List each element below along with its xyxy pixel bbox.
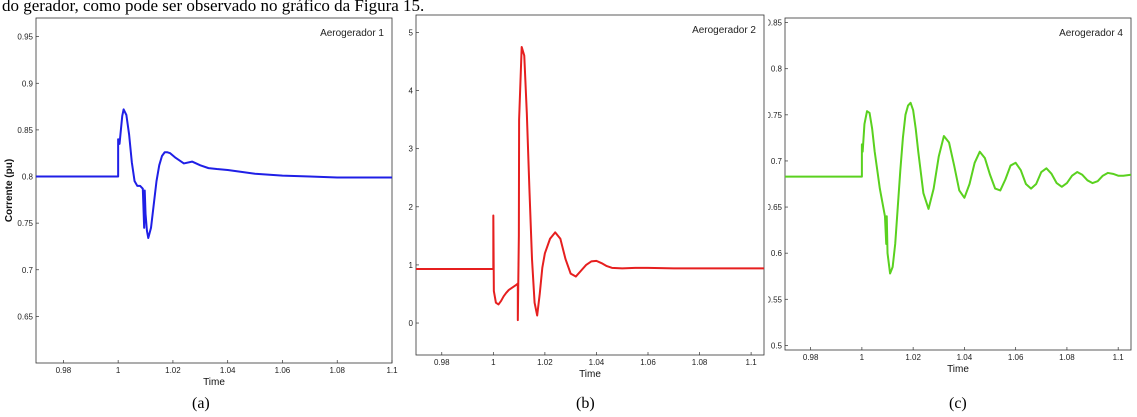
chart-c-svg: 0.98 1 1.02 1.04 1.06 1.08 1.1 0.5 0.55 0.6 0.65 0.… [768, 17, 1132, 375]
x-tick-label: 1.04 [957, 353, 973, 362]
y-tick-label: 0.75 [17, 219, 33, 228]
y-tick-label: 0.5 [771, 341, 783, 350]
caption-b: (b) [576, 395, 595, 412]
plot-frame [415, 14, 765, 356]
y-tick-label: 0.8 [771, 65, 783, 74]
x-tick-label: 1.1 [746, 358, 758, 367]
y-tick-label: 0.8 [22, 173, 34, 182]
x-tick-label: 1.08 [1059, 353, 1075, 362]
chart-a: 0.98 1 1.02 1.04 1.06 1.08 1.1 0.65 0.7 0.75 0.8 0.… [2, 0, 398, 395]
y-tick-label: 0.85 [17, 126, 33, 135]
y-tick-label: 3 [409, 145, 414, 154]
y-tick-label: 0.85 [768, 19, 783, 28]
x-tick-label: 1.06 [640, 358, 656, 367]
caption-c: (c) [949, 395, 967, 412]
y-tick-label: 4 [409, 87, 414, 96]
x-tick-label: 1 [860, 353, 865, 362]
x-tick-label: 0.98 [803, 353, 819, 362]
plot-frame [35, 17, 393, 364]
x-tick-label: 1.08 [329, 366, 345, 375]
series-line [36, 108, 392, 240]
y-tick-label: 0.7 [22, 266, 34, 275]
x-tick-label: 0.98 [434, 358, 450, 367]
x-tick-label: 1.02 [905, 353, 921, 362]
x-tick-label: 1 [116, 366, 121, 375]
y-tick-label: 0.65 [768, 203, 783, 212]
chart-b: 0.9811.021.041.061.081.1012345TimeCorren… [396, 0, 770, 395]
x-tick-label: 0.98 [56, 366, 72, 375]
y-tick-label: 0.55 [768, 295, 783, 304]
x-tick-label: 1.02 [165, 366, 181, 375]
y-tick-label: 0 [409, 319, 414, 328]
x-tick-label: 1.04 [589, 358, 605, 367]
chart-c: 0.98 1 1.02 1.04 1.06 1.08 1.1 0.5 0.55 0.6 0.65 0.… [768, 0, 1137, 395]
series-line [416, 45, 764, 322]
x-tick-label: 1.02 [537, 358, 553, 367]
x-tick-label: 1.06 [1008, 353, 1024, 362]
y-axis-label: Corrente (pu) [4, 159, 15, 222]
y-tick-label: 2 [409, 203, 414, 212]
y-tick-label: 0.7 [771, 157, 783, 166]
legend-entry: Aerogerador 1 [320, 28, 384, 39]
body-text-line: do gerador, como pode ser observado no g… [2, 0, 425, 15]
y-tick-label: 0.95 [17, 33, 33, 42]
caption-a: (a) [192, 395, 210, 412]
y-tick-label: 0.9 [22, 79, 34, 88]
x-axis-label: Time [203, 377, 225, 388]
chart-a-svg: 0.98 1 1.02 1.04 1.06 1.08 1.1 0.65 0.7 0.75 0.8 0.… [4, 17, 398, 388]
chart-b-svg: 0.9811.021.041.061.081.1012345TimeCorren… [409, 14, 765, 380]
x-tick-label: 1.04 [220, 366, 236, 375]
y-tick-label: 0.6 [771, 249, 783, 258]
legend-entry: Aerogerador 2 [692, 25, 756, 36]
x-axis-label: Time [579, 369, 601, 380]
x-axis-label: Time [947, 364, 969, 375]
y-tick-label: 1 [409, 261, 414, 270]
x-tick-label: 1.1 [386, 366, 398, 375]
y-tick-label: 0.65 [17, 312, 33, 321]
legend-entry: Aerogerador 4 [1059, 28, 1123, 39]
x-tick-label: 1.06 [275, 366, 291, 375]
x-tick-label: 1 [491, 358, 496, 367]
x-tick-label: 1.1 [1113, 353, 1125, 362]
series-line [785, 101, 1131, 275]
y-tick-label: 0.75 [768, 111, 783, 120]
x-tick-label: 1.08 [692, 358, 708, 367]
y-tick-label: 5 [409, 28, 414, 37]
